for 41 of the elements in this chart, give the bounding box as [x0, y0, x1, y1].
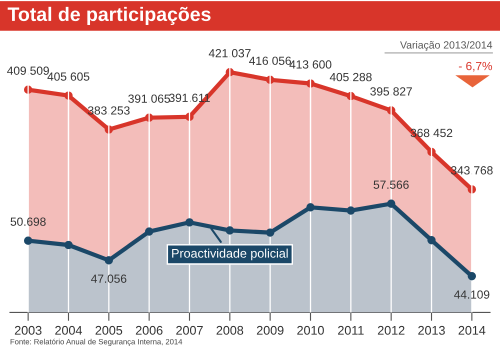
point: [427, 236, 436, 244]
x-tick-label: 2009: [256, 326, 284, 335]
data-label: 383.253: [88, 106, 130, 115]
x-tick-label: 2005: [96, 326, 122, 335]
data-label: 395.827: [370, 87, 412, 96]
point: [104, 256, 113, 264]
x-tick-label: 2003: [14, 326, 42, 335]
data-label: 421.037: [208, 49, 251, 58]
point: [346, 206, 356, 215]
point: [64, 240, 73, 250]
x-tick-label: 2004: [55, 326, 82, 335]
x-tick-label: 2008: [216, 326, 244, 335]
chart-title: Total de participações: [8, 6, 211, 25]
legend-label: Proactividade policial: [172, 248, 288, 260]
point: [185, 218, 194, 227]
x-tick-label: 2012: [378, 326, 404, 335]
point: [266, 228, 274, 237]
point: [226, 226, 234, 235]
data-label: 409.509: [7, 66, 49, 75]
point: [387, 200, 396, 208]
x-tick-label: 2010: [297, 326, 324, 335]
data-label: 391.065: [128, 94, 170, 103]
data-label: 413.600: [289, 60, 332, 69]
point: [144, 227, 154, 236]
data-label: 57.566: [374, 180, 409, 189]
text: Variação 2013/2014: [400, 41, 492, 51]
data-label: 44.109: [454, 290, 490, 299]
x-tick-label: 2014: [458, 326, 486, 335]
data-label: 405.288: [330, 72, 372, 82]
x-tick-label: 2007: [176, 326, 203, 335]
x-tick-label: 2006: [136, 326, 163, 335]
x-tick-label: 2013: [418, 326, 445, 335]
point: [24, 236, 32, 245]
data-label: 405.605: [47, 72, 90, 81]
text: - 6,7%: [458, 62, 492, 72]
x-tick-label: 2011: [338, 326, 364, 335]
data-label: 47.056: [91, 274, 126, 283]
data-label: 416.056: [249, 56, 291, 65]
point: [306, 203, 315, 212]
data-label: 50.698: [10, 218, 46, 226]
point: [468, 272, 476, 280]
